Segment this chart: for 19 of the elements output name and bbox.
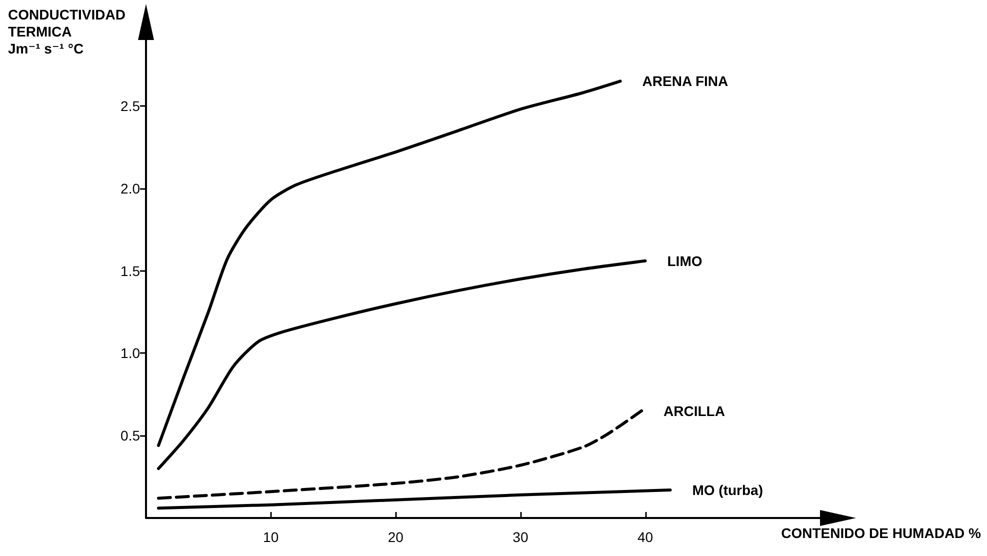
y-tick-label: 2.5	[120, 98, 140, 114]
x-tick-label: 40	[637, 529, 654, 545]
y-tick-label: 0.5	[120, 428, 140, 444]
line-series	[156, 409, 644, 500]
series-label: ARENA FINA	[642, 73, 728, 90]
y-axis-title: CONDUCTIVIDAD TERMICA Jm⁻¹ s⁻¹ °C	[8, 6, 126, 56]
line-series	[156, 488, 672, 510]
x-axis-title: CONTENIDO DE HUMADAD %	[781, 525, 982, 541]
line-series	[156, 80, 622, 447]
x-tick-label: 30	[512, 529, 528, 545]
series-label: ARCILLA	[664, 402, 725, 419]
line-series	[156, 259, 647, 470]
series-label: LIMO	[667, 252, 702, 269]
x-tick-label: 10	[263, 529, 279, 545]
y-tick-label: 2.0	[120, 180, 140, 196]
x-tick-label: 20	[388, 529, 404, 545]
y-tick-label: 1.5	[120, 262, 140, 279]
series-label: MO (turba)	[692, 482, 763, 498]
y-tick-label: 1.0	[120, 345, 140, 362]
